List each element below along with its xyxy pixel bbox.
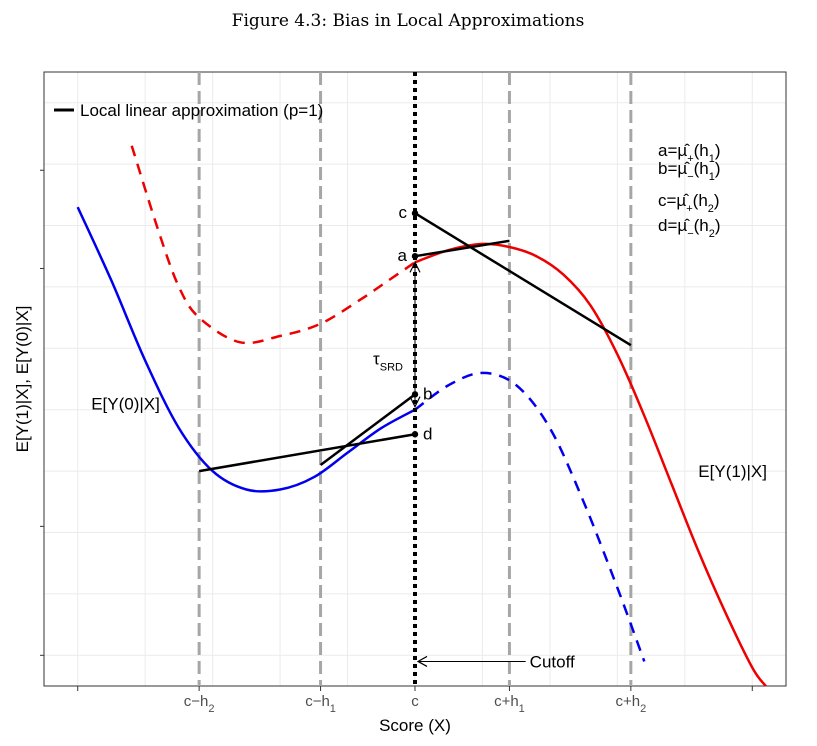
estimate-points: c a b d xyxy=(398,203,433,443)
legend-label: Local linear approximation (p=1) xyxy=(80,101,323,120)
series-solid-line xyxy=(76,206,416,493)
cutoff-arrow-head xyxy=(416,655,428,667)
definition-line: b=µ̂−(h1) xyxy=(658,159,721,183)
y-axis-label: E[Y(1)|X], E[Y(0)|X] xyxy=(13,306,32,453)
chart-title: Figure 4.3: Bias in Local Approximations xyxy=(232,11,585,31)
local-approximations xyxy=(198,212,632,473)
series-label: E[Y(1)|X] xyxy=(698,462,767,481)
estimate-point xyxy=(411,431,419,438)
cutoff-line: τSRD Cutoff xyxy=(373,72,575,686)
legend: Local linear approximation (p=1) xyxy=(54,101,323,120)
x-tick-label: c+h1 xyxy=(494,693,525,715)
estimate-point-label: a xyxy=(398,246,408,265)
series-dashed-line xyxy=(130,145,416,345)
y-axis-ticks xyxy=(40,169,44,656)
estimate-point xyxy=(411,253,419,260)
estimate-point xyxy=(411,210,419,217)
definition-line: d=µ̂−(h2) xyxy=(658,216,721,240)
x-tick-label: c+h2 xyxy=(615,693,646,715)
cutoff-label: Cutoff xyxy=(530,652,575,671)
approximation-line xyxy=(319,393,416,466)
x-axis-ticks: c−h2 c−h1 c c+h1 c+h2 xyxy=(77,686,753,715)
x-axis-label: Score (X) xyxy=(379,716,451,735)
estimator-definitions: a=µ̂+(h1)b=µ̂−(h1) c=µ̂+(h2)d=µ̂−(h2) xyxy=(658,141,721,240)
estimate-point-label: b xyxy=(423,384,432,403)
estimate-point-label: d xyxy=(423,424,432,443)
x-tick-label: c−h1 xyxy=(305,693,336,715)
definition-line: c=µ̂+(h2) xyxy=(658,191,720,215)
estimate-point xyxy=(411,391,419,398)
series-dashed-line xyxy=(414,371,646,662)
tau-arrow-head-top xyxy=(409,260,421,273)
definition-line: a=µ̂+(h1) xyxy=(658,141,721,165)
approximation-line xyxy=(414,212,632,347)
x-tick-label: c−h2 xyxy=(184,693,215,715)
x-tick-label: c xyxy=(411,693,419,710)
tau-label: τSRD xyxy=(373,350,403,374)
tau-arrow-head-bottom xyxy=(409,396,421,408)
approximation-line xyxy=(198,433,416,473)
approximation-line xyxy=(414,239,510,258)
estimate-point-label: c xyxy=(399,203,408,222)
series-label: E[Y(0)|X] xyxy=(91,395,160,414)
